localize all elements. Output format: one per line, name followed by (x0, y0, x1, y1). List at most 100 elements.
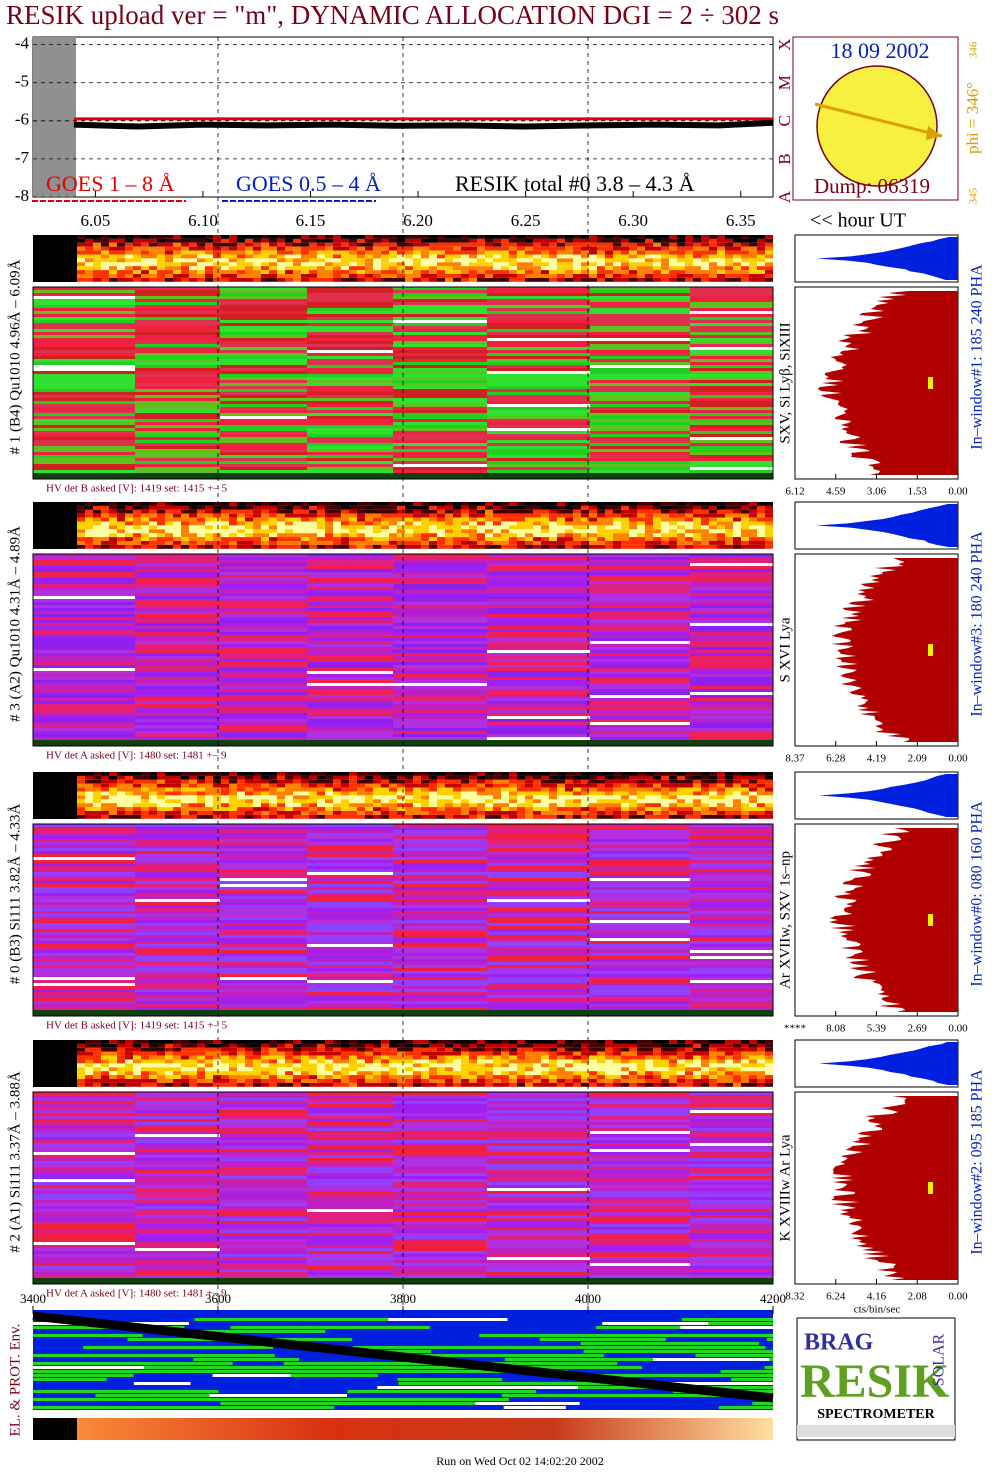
spectrogram-row (487, 926, 590, 929)
strip-cell (317, 262, 325, 267)
strip-cell (501, 783, 509, 788)
spectrogram-row (220, 323, 307, 326)
strip-cell (613, 811, 621, 815)
spectrogram-row (33, 941, 135, 944)
strip-cell (661, 262, 669, 267)
spectrogram-row (307, 998, 393, 1001)
spectrogram-row (135, 347, 220, 350)
strip-cell (341, 811, 349, 815)
spectrogram-row (135, 554, 220, 557)
spectrogram-row (220, 341, 307, 344)
strip-cell (221, 783, 229, 788)
strip-cell (125, 242, 133, 247)
spectrogram-row (33, 581, 135, 584)
strip-cell (293, 814, 301, 819)
strip-cell (357, 791, 365, 796)
strip-cell (589, 505, 597, 510)
strip-cell (749, 783, 757, 788)
spectrogram-row (307, 728, 393, 731)
strip-cell (221, 803, 229, 808)
strip-cell (109, 533, 117, 538)
strip-cell (213, 541, 221, 545)
env-row (396, 1354, 605, 1357)
spectrogram-row (487, 620, 590, 623)
strip-cell (677, 772, 685, 776)
strip-cell (445, 533, 453, 538)
spectrogram-row (135, 350, 220, 353)
spectrogram-row (135, 836, 220, 839)
strip-cell (589, 521, 597, 526)
strip-cell (165, 783, 173, 788)
env-row (66, 1318, 195, 1321)
strip-cell (765, 270, 773, 274)
spectrogram-row (220, 731, 307, 734)
spectrogram-row (690, 977, 773, 980)
strip-cell (477, 525, 485, 530)
pha-profile (815, 504, 958, 547)
spectrogram-row (135, 890, 220, 893)
strip-cell (445, 274, 453, 278)
strip-cell (389, 541, 397, 545)
spectrogram-row (135, 608, 220, 611)
strip-cell (325, 807, 333, 811)
strip-cell (685, 775, 693, 780)
strip-cell (677, 505, 685, 510)
strip-cell (325, 803, 333, 808)
strip-cell (605, 791, 613, 796)
spectrogram-row (135, 653, 220, 656)
strip-cell (509, 525, 517, 530)
spectrogram-row (487, 1004, 590, 1007)
spectrogram-row (220, 422, 307, 425)
strip-cell (85, 544, 93, 549)
strip-cell (541, 783, 549, 788)
strip-cell (149, 262, 157, 267)
strip-cell (717, 235, 725, 239)
strip-cell (493, 235, 501, 239)
strip-cell (701, 525, 709, 530)
detector-label: # 3 (A2) Qu1010 4.31Å – 4.89Å (7, 526, 23, 722)
strip-cell (141, 803, 149, 808)
spectrogram-row (590, 407, 690, 410)
strip-cell (229, 775, 237, 780)
strip-cell (637, 772, 645, 776)
spectrogram-row (135, 635, 220, 638)
strip-cell (565, 814, 573, 819)
spectrogram-row (487, 827, 590, 830)
strip-cell (565, 250, 573, 255)
strip-cell (101, 772, 109, 776)
spectrogram-row (307, 836, 393, 839)
strip-cell (485, 537, 493, 541)
env-row (580, 1342, 760, 1345)
spectrogram-row (33, 692, 135, 695)
strip-cell (101, 517, 109, 522)
strip-cell (453, 242, 461, 247)
strip-cell (253, 803, 261, 808)
strip-cell (149, 277, 157, 282)
spectrogram-row (690, 419, 773, 422)
strip-cell (245, 807, 253, 811)
strip-cell (325, 791, 333, 796)
phi-top: 346 (968, 41, 980, 58)
strip-cell (317, 772, 325, 776)
spectrogram-row (33, 470, 135, 473)
strip-cell (437, 266, 445, 271)
strip-cell (285, 807, 293, 811)
spectrogram-row (487, 971, 590, 974)
strip-cell (605, 505, 613, 510)
spectrogram-row (690, 350, 773, 353)
hv-label: HV det B asked [V]: 1419 set: 1415 +– 5 (46, 483, 228, 495)
spectrogram-row (690, 620, 773, 623)
strip-cell (613, 814, 621, 819)
strip-cell (621, 274, 629, 278)
strip-cell (621, 277, 629, 282)
strip-cell (389, 533, 397, 538)
strip-cell (517, 544, 525, 549)
strip-cell (589, 235, 597, 239)
strip-cell (189, 270, 197, 274)
spectrogram-row (690, 887, 773, 890)
logo-bottom: SPECTROMETER (817, 1407, 935, 1422)
strip-cell (725, 509, 733, 514)
strip-cell (245, 791, 253, 796)
strip-cell (509, 517, 517, 522)
strip-cell (277, 795, 285, 800)
